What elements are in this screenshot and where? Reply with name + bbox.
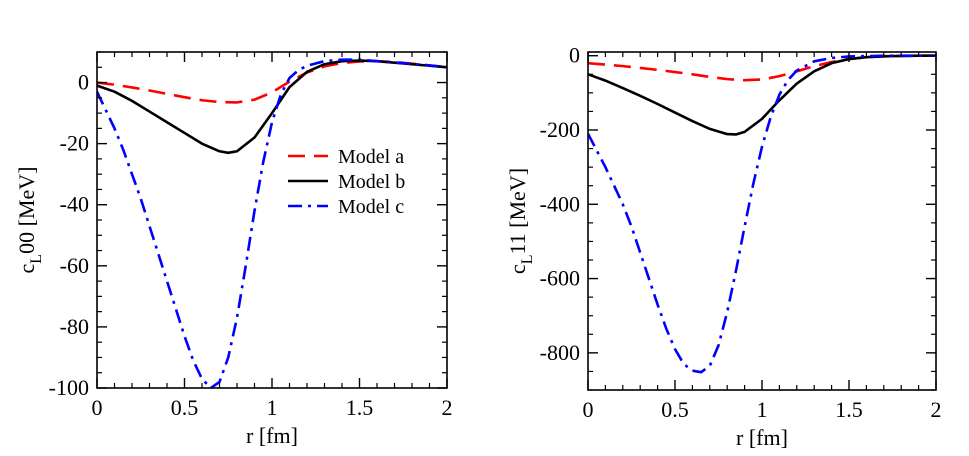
x-tick-label: 0 — [583, 397, 594, 422]
x-tick-label: 0.5 — [171, 395, 199, 420]
y-tick-label: 0 — [569, 43, 580, 68]
plot-frame — [587, 51, 937, 391]
y-tick-label: -800 — [540, 340, 580, 365]
panel-c00: 0 0.5 1 1.5 2 0 -20 -40 -60 -80 -100 r [fm] cL00 [Me… — [14, 51, 453, 448]
y-tick-label: -40 — [60, 192, 89, 217]
x-tick-label: 2 — [442, 395, 453, 420]
y-axis-label: cL11 [MeV] — [505, 168, 536, 274]
series-line-model-c — [588, 54, 936, 374]
y-tick-label: -100 — [49, 375, 89, 400]
y-axis-label-rest: 11 [MeV] — [505, 168, 530, 255]
y-tick-label: -60 — [60, 253, 89, 278]
y-tick-label: -20 — [60, 131, 89, 156]
plot-frame — [96, 51, 448, 389]
y-axis-label: cL00 [MeV] — [14, 167, 45, 274]
y-axis-label-subscript: L — [28, 254, 45, 264]
series-line-model-b — [97, 59, 447, 155]
y-tick-label: -400 — [540, 191, 580, 216]
y-tick-label: -80 — [60, 314, 89, 339]
y-axis-label-rest: 00 [MeV] — [14, 167, 39, 254]
x-tick-label: 0.5 — [661, 397, 689, 422]
y-axis-label-main: c — [505, 264, 530, 274]
y-axis-label-subscript: L — [519, 255, 536, 265]
x-tick-label: 1.5 — [346, 395, 374, 420]
legend-label: Model c — [338, 196, 404, 218]
legend-label: Model b — [338, 171, 405, 193]
series-line-model-c — [97, 58, 447, 388]
x-tick-label: 2 — [931, 397, 942, 422]
x-tick-label: 0 — [92, 395, 103, 420]
x-tick-label: 1 — [757, 397, 768, 422]
x-axis-label: r [fm] — [736, 425, 788, 450]
x-axis-label: r [fm] — [246, 423, 298, 448]
y-tick-label: -200 — [540, 117, 580, 142]
y-axis-label-main: c — [14, 263, 39, 273]
series-line-model-a — [97, 59, 447, 104]
y-tick-label: -600 — [540, 266, 580, 291]
panel-c11: 0 0.5 1 1.5 2 0 -200 -400 -600 -800 r [fm] cL11 [Me… — [505, 43, 942, 450]
x-tick-label: 1.5 — [835, 397, 863, 422]
x-tick-label: 1 — [267, 395, 278, 420]
legend-label: Model a — [338, 146, 404, 168]
y-tick-label: 0 — [78, 70, 89, 95]
